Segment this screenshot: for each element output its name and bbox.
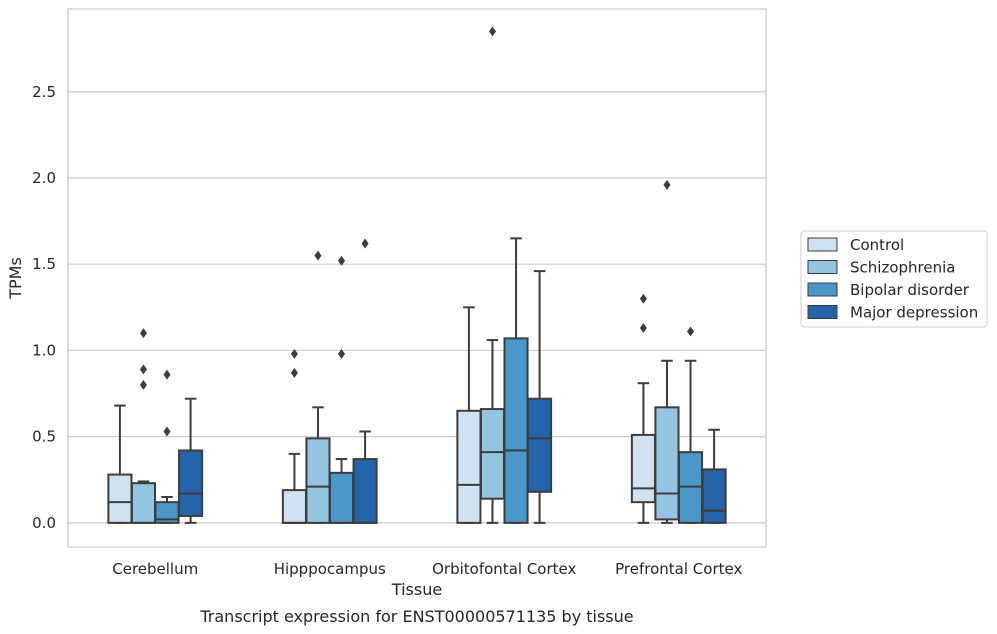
box bbox=[107, 473, 133, 524]
outlier-point bbox=[639, 293, 647, 304]
outlier-point bbox=[163, 369, 171, 380]
box bbox=[654, 406, 680, 521]
outlier-point bbox=[290, 348, 298, 359]
legend-label: Control bbox=[850, 236, 904, 254]
box bbox=[178, 449, 204, 517]
box bbox=[130, 482, 157, 524]
outlier-point bbox=[314, 250, 322, 261]
outlier-point bbox=[663, 179, 671, 190]
x-axis-ticks: Cerebellum Hipppocampus Orbitofontal Corte… bbox=[112, 560, 742, 578]
box bbox=[701, 468, 727, 524]
y-axis-ticks: 0.0 0.5 1.0 1.5 2.0 2.5 bbox=[32, 83, 56, 532]
y-tick-label: 1.5 bbox=[32, 255, 56, 273]
x-tick-label: Prefrontal Cortex bbox=[615, 560, 742, 578]
box bbox=[503, 337, 529, 524]
legend-label: Bipolar disorder bbox=[850, 281, 970, 299]
series-bipolar-disorder bbox=[154, 237, 704, 524]
x-tick-label: Hipppocampus bbox=[274, 560, 386, 578]
legend-label: Schizophrenia bbox=[850, 259, 955, 277]
box bbox=[305, 437, 331, 524]
y-tick-label: 1.0 bbox=[32, 341, 56, 359]
box bbox=[630, 433, 656, 504]
legend-label: Major depression bbox=[850, 304, 978, 322]
box bbox=[456, 409, 482, 524]
y-axis-label: TPMs bbox=[6, 257, 25, 300]
outlier-point bbox=[139, 379, 147, 390]
legend-swatch bbox=[807, 260, 838, 274]
y-tick-label: 2.5 bbox=[32, 83, 56, 101]
box bbox=[328, 471, 355, 524]
y-tick-label: 2.0 bbox=[32, 169, 56, 187]
x-tick-label: Cerebellum bbox=[112, 560, 198, 578]
box-series bbox=[107, 26, 727, 524]
outlier-point bbox=[139, 364, 147, 375]
outlier-point bbox=[338, 255, 346, 266]
outlier-point bbox=[338, 348, 346, 359]
legend-frame bbox=[800, 230, 988, 328]
chart-caption: Transcript expression for ENST0000057113… bbox=[199, 607, 633, 626]
x-tick-label: Orbitofontal Cortex bbox=[432, 560, 576, 578]
y-tick-label: 0.0 bbox=[32, 514, 56, 532]
box bbox=[281, 489, 307, 524]
legend-swatch bbox=[807, 282, 838, 297]
legend-swatch bbox=[807, 305, 838, 319]
series-major-depression bbox=[178, 238, 727, 524]
box bbox=[352, 458, 378, 524]
outlier-point bbox=[163, 426, 171, 437]
y-tick-label: 0.5 bbox=[32, 428, 56, 446]
grid-lines bbox=[68, 91, 766, 524]
box bbox=[479, 408, 506, 500]
outlier-point bbox=[361, 238, 369, 249]
outlier-point bbox=[290, 367, 298, 378]
x-axis-label: Tissue bbox=[391, 580, 442, 599]
outlier-point bbox=[139, 328, 147, 339]
outlier-point bbox=[639, 323, 647, 334]
outlier-point bbox=[488, 26, 496, 37]
legend-swatch bbox=[807, 237, 838, 252]
series-schizophrenia bbox=[130, 26, 680, 524]
outlier-point bbox=[687, 326, 695, 337]
plot-area-frame bbox=[67, 8, 767, 548]
legend: Control Schizophrenia Bipolar disorder Majo… bbox=[800, 230, 988, 328]
box bbox=[527, 397, 553, 493]
